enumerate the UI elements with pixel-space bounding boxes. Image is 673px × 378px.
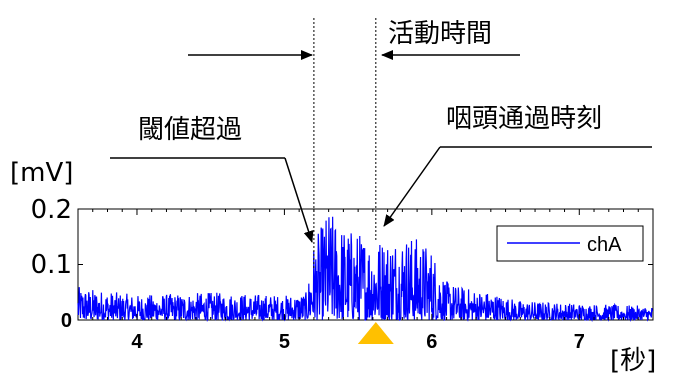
- y-axis-label: [mV]: [10, 158, 73, 188]
- pharynx-pointer: [383, 146, 441, 227]
- activity-label: 活動時間: [388, 19, 492, 49]
- y-tick-label-2: 0.2: [31, 195, 72, 225]
- x-tick-label-6: 6: [426, 331, 437, 353]
- series-line-chA: [77, 216, 654, 323]
- legend: chA: [496, 225, 644, 262]
- axis-ticks: [77, 208, 654, 321]
- swallow-time-marker: [357, 322, 394, 344]
- x-axis-label: [秒]: [610, 346, 656, 376]
- legend-label-chA: chA: [587, 234, 622, 256]
- y-tick-label-0: 0: [61, 310, 72, 332]
- threshold-pointer: [284, 157, 314, 243]
- y-tick-label-1: 0.1: [31, 250, 72, 280]
- pharynx-label: 咽頭通過時刻: [446, 104, 602, 134]
- x-tick-label-5: 5: [279, 331, 290, 353]
- threshold-label: 閾値超過: [138, 115, 242, 145]
- x-tick-label-4: 4: [131, 331, 143, 353]
- x-tick-label-7: 7: [574, 331, 585, 353]
